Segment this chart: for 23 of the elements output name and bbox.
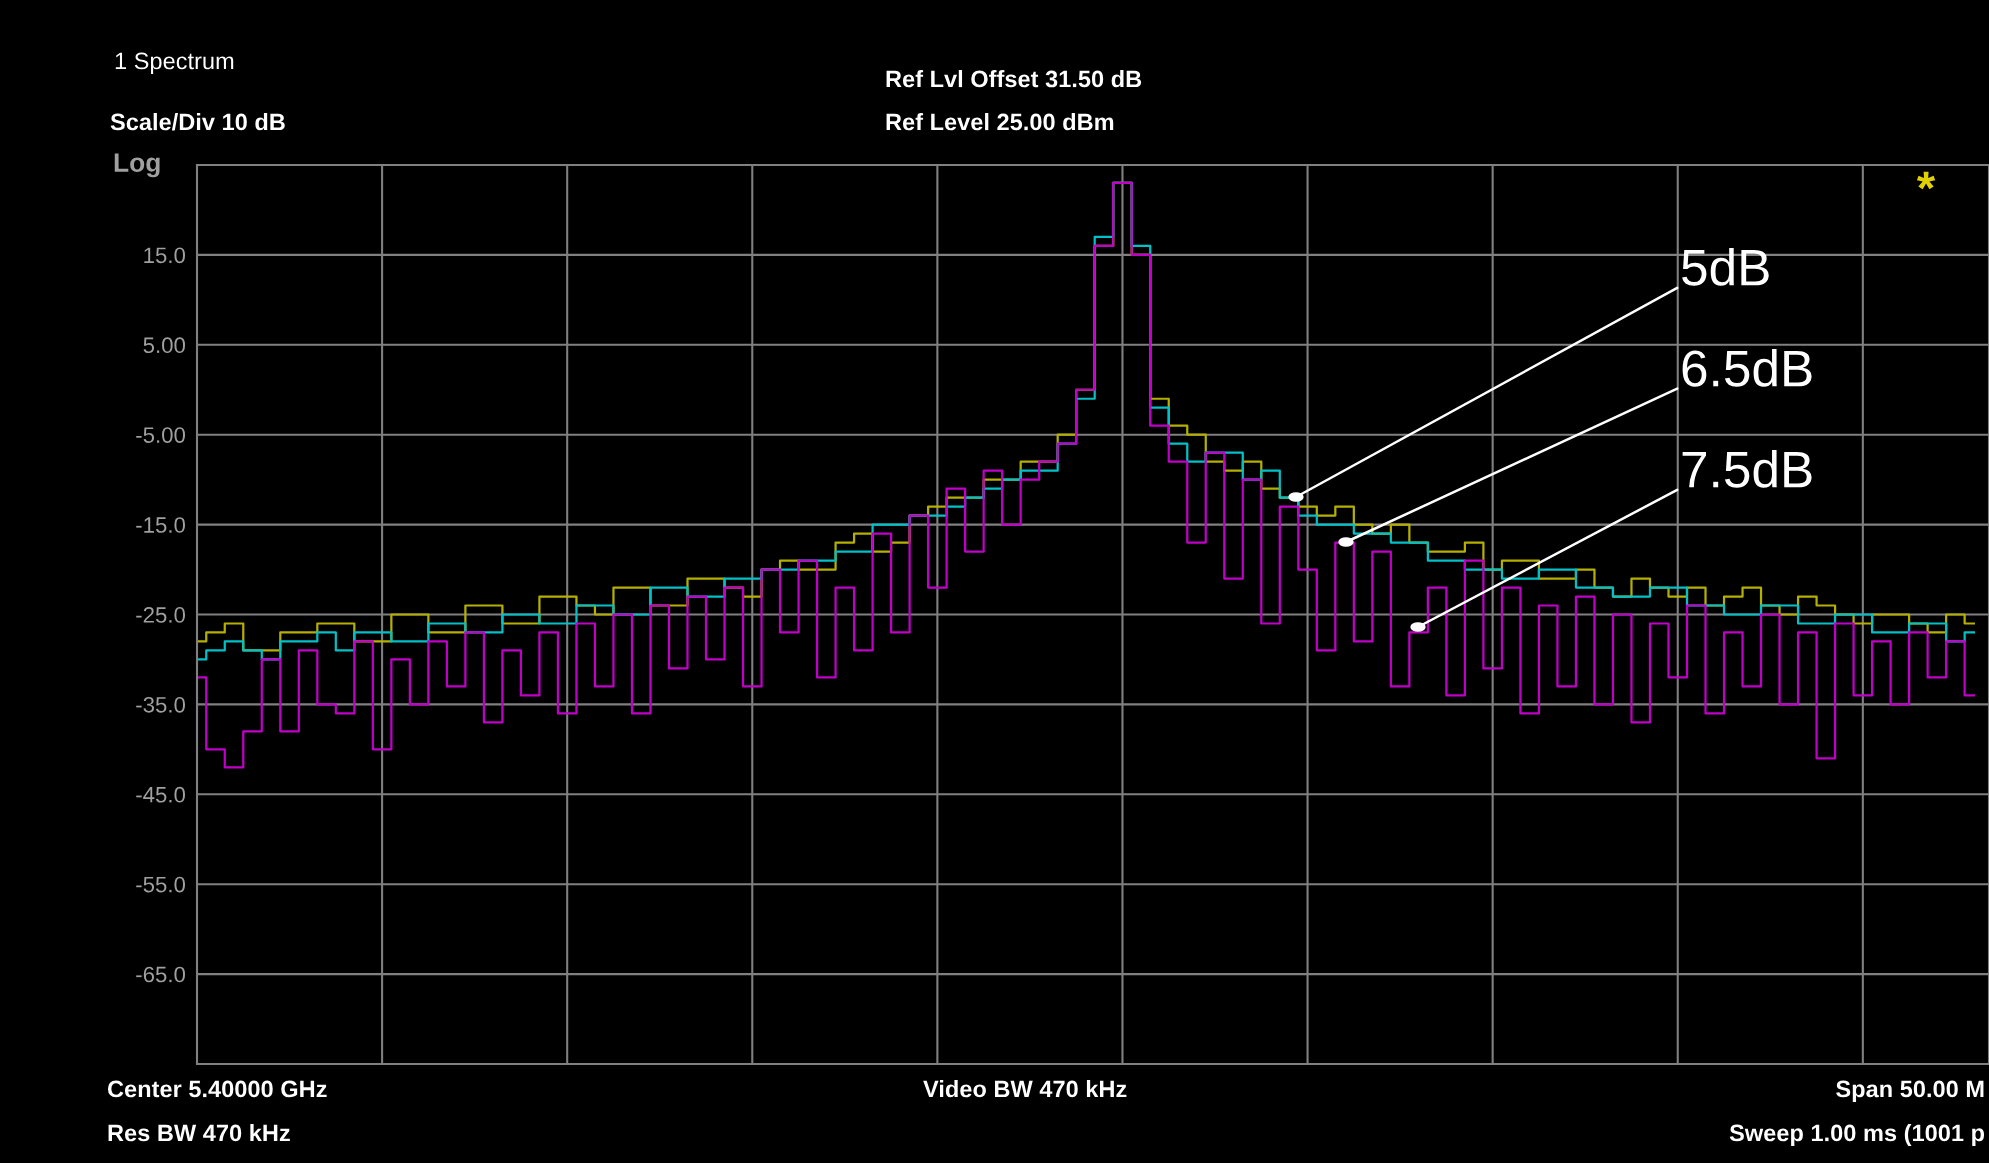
y-tick-label: -45.0 bbox=[136, 786, 186, 803]
annotation: 6.5dB bbox=[1682, 349, 1812, 387]
text: Res BW 470 kHz bbox=[108, 1123, 290, 1142]
y-tick-label: -55.0 bbox=[136, 876, 186, 893]
y-tick-label: -25.0 bbox=[136, 607, 186, 623]
y-tick-label: -5.00 bbox=[136, 427, 186, 443]
text: Sweep 1.00 ms (1001 p bbox=[1729, 1123, 1985, 1147]
y-tick-label: 15.0 bbox=[144, 247, 186, 264]
text: Ref Level 25.00 dBm bbox=[886, 113, 1114, 131]
text: Scale/Div 10 dB bbox=[110, 113, 285, 131]
annotation: 5dB bbox=[1682, 248, 1769, 286]
text: Span 50.00 M bbox=[1836, 1080, 1984, 1103]
y-tick-label: 5.00 bbox=[143, 337, 186, 354]
text: Ref Lvl Offset 31.50 dB bbox=[886, 70, 1142, 88]
text: 1 Spectrum bbox=[115, 52, 234, 74]
text: Log bbox=[114, 153, 160, 178]
y-tick-label: -35.0 bbox=[136, 696, 186, 713]
text: Video BW 470 kHz bbox=[923, 1079, 1127, 1098]
text: Center 5.40000 GHz bbox=[107, 1080, 327, 1098]
y-tick-label: -15.0 bbox=[136, 517, 186, 533]
annotation: * bbox=[1916, 171, 1936, 190]
y-tick-label: -65.0 bbox=[136, 966, 186, 983]
annotation: 7.5dB bbox=[1682, 450, 1812, 488]
